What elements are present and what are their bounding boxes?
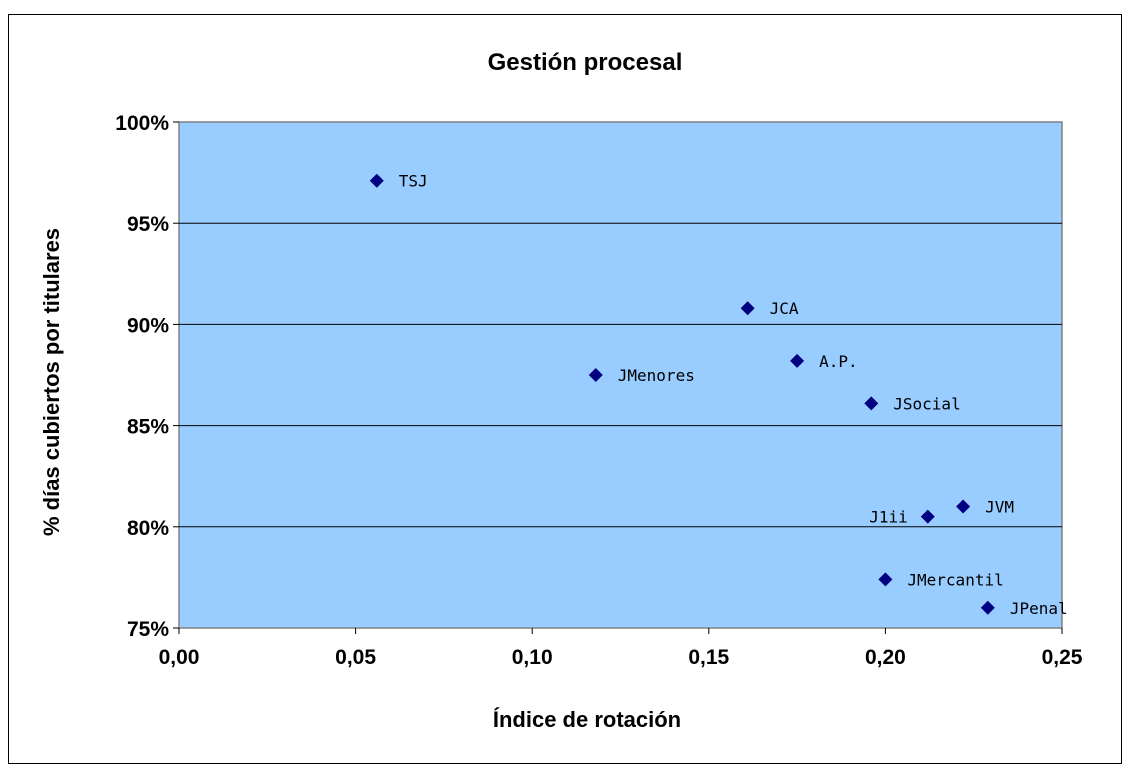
grid-lines [179, 222, 1062, 528]
y-tick-label: 75% [127, 618, 169, 641]
point-label-JCA: JCA [770, 299, 799, 318]
point-label-JMenores: JMenores [618, 366, 695, 385]
x-axis-ticks: 0,00 0,05 0,10 0,15 0,20 0,25 [159, 628, 1083, 669]
point-marker-A.P. [790, 353, 805, 368]
x-tick-label: 0,05 [335, 646, 376, 669]
data-points: TSJ JCA A.P. JMenores JSocial JVM J1ii JMercant… [369, 172, 1068, 618]
chart-frame: Gestión procesal 75% 80% 85% 90% 95% 100% 0,0… [8, 14, 1122, 764]
point-label-JSocial: JSocial [893, 394, 960, 413]
point-label-JVM: JVM [985, 498, 1014, 517]
x-tick-label: 0,00 [159, 646, 200, 669]
point-label-J1ii: J1ii [869, 508, 908, 527]
chart-title: Gestión procesal [488, 49, 683, 76]
point-label-A.P.: A.P. [819, 352, 858, 371]
x-tick-label: 0,20 [865, 646, 906, 669]
point-label-JMercantil: JMercantil [907, 570, 1003, 589]
y-axis-ticks: 75% 80% 85% 90% 95% 100% [115, 112, 179, 641]
y-tick-label: 90% [127, 314, 169, 337]
y-tick-label: 85% [127, 416, 169, 439]
x-tick-label: 0,15 [688, 646, 729, 669]
point-label-TSJ: TSJ [399, 172, 428, 191]
point-marker-JPenal [980, 600, 995, 615]
scatter-chart: Gestión procesal 75% 80% 85% 90% 95% 100% 0,0… [39, 49, 1083, 732]
point-label-JPenal: JPenal [1010, 599, 1068, 618]
point-marker-JMenores [588, 368, 603, 382]
point-marker-JSocial [864, 396, 879, 411]
x-tick-label: 0,10 [512, 646, 553, 669]
y-axis-title: % días cubiertos por titulares [39, 228, 64, 536]
y-tick-label: 95% [127, 213, 169, 236]
point-marker-JCA [740, 301, 755, 316]
y-tick-label: 80% [127, 517, 169, 540]
point-marker-TSJ [369, 173, 384, 188]
x-axis-title: Índice de rotación [493, 707, 681, 732]
point-marker-JVM [956, 499, 971, 514]
y-tick-label: 100% [115, 112, 169, 135]
point-marker-J1ii [920, 509, 935, 524]
plot-area [178, 121, 1063, 629]
point-marker-JMercantil [878, 572, 893, 587]
x-tick-label: 0,25 [1042, 646, 1083, 669]
